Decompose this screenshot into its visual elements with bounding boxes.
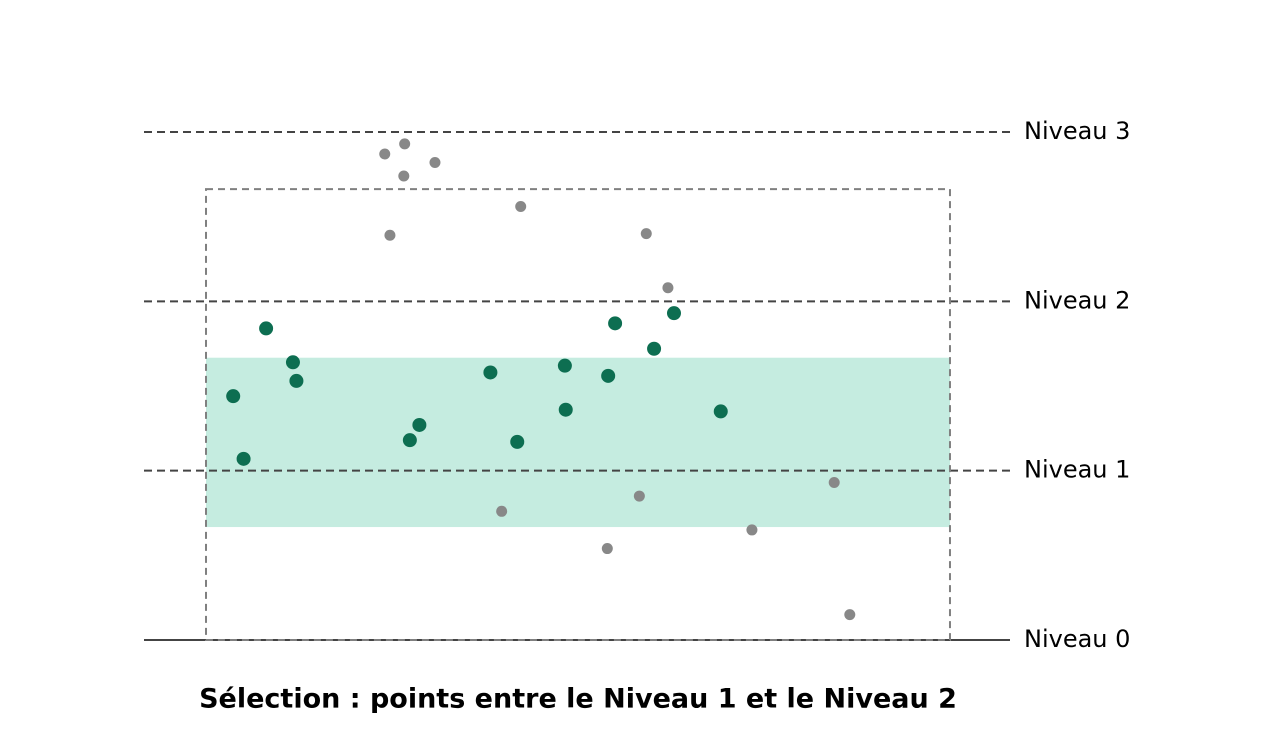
point — [226, 389, 241, 404]
point — [601, 543, 613, 555]
point — [557, 358, 572, 373]
point — [633, 490, 645, 502]
chart-title: Sélection : points entre le Niveau 1 et … — [199, 684, 957, 715]
point — [379, 148, 391, 160]
point — [496, 505, 508, 517]
point — [647, 341, 662, 356]
point — [746, 524, 758, 536]
point — [510, 434, 525, 449]
point — [558, 402, 573, 417]
point — [384, 229, 396, 241]
point — [662, 282, 674, 294]
point — [285, 355, 300, 370]
point — [713, 404, 728, 419]
point — [640, 228, 652, 240]
point — [412, 417, 427, 432]
point — [483, 365, 498, 380]
point — [515, 201, 527, 213]
point — [398, 170, 410, 182]
point — [844, 609, 856, 621]
point — [259, 321, 274, 336]
point — [289, 373, 304, 388]
selection-box — [205, 188, 951, 641]
level-label: Niveau 2 — [1024, 286, 1130, 314]
level-label: Niveau 1 — [1024, 456, 1130, 484]
point — [608, 316, 623, 331]
point — [402, 433, 417, 448]
point — [828, 477, 840, 489]
point — [429, 156, 441, 168]
point — [399, 138, 411, 150]
selection-band — [206, 357, 950, 528]
point — [601, 368, 616, 383]
point — [236, 451, 251, 466]
level-label: Niveau 3 — [1024, 117, 1130, 145]
level-label: Niveau 0 — [1024, 625, 1130, 653]
point — [666, 306, 681, 321]
